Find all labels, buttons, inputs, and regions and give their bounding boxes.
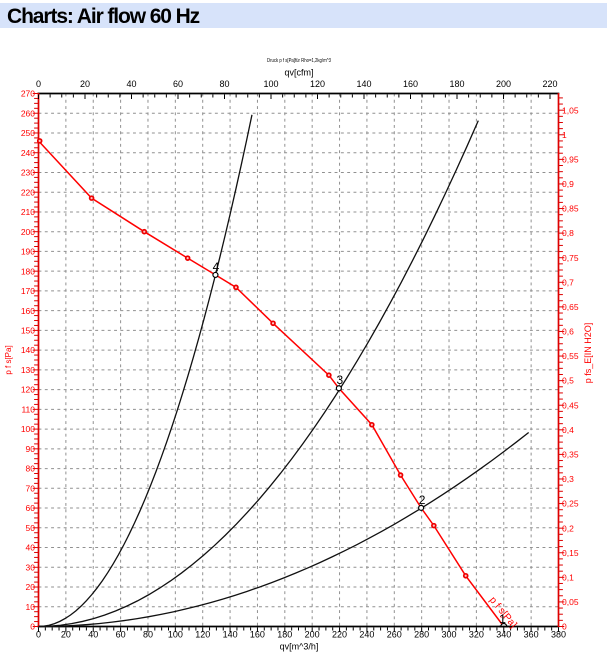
svg-text:110: 110 <box>21 404 35 414</box>
svg-text:40: 40 <box>88 630 98 640</box>
svg-text:120: 120 <box>310 79 325 89</box>
svg-text:1: 1 <box>499 612 506 626</box>
svg-text:220: 220 <box>542 79 557 89</box>
svg-text:160: 160 <box>21 306 35 316</box>
svg-text:130: 130 <box>21 365 35 375</box>
svg-text:100: 100 <box>168 630 183 640</box>
svg-text:0: 0 <box>562 622 567 632</box>
svg-text:30: 30 <box>26 562 36 572</box>
svg-text:200: 200 <box>305 630 320 640</box>
svg-text:0,65: 0,65 <box>562 302 579 312</box>
svg-text:90: 90 <box>26 444 36 454</box>
svg-text:170: 170 <box>21 286 35 296</box>
svg-text:340: 340 <box>496 630 511 640</box>
svg-text:80: 80 <box>219 79 229 89</box>
svg-text:0,25: 0,25 <box>562 499 579 509</box>
svg-text:0,35: 0,35 <box>562 450 579 460</box>
svg-text:qv[m^3/h]: qv[m^3/h] <box>280 642 319 652</box>
svg-text:210: 210 <box>21 207 35 217</box>
svg-text:0,8: 0,8 <box>562 228 574 238</box>
svg-text:240: 240 <box>359 630 374 640</box>
svg-text:200: 200 <box>496 79 511 89</box>
svg-text:80: 80 <box>143 630 153 640</box>
svg-text:140: 140 <box>223 630 238 640</box>
svg-text:p f s[Pa]: p f s[Pa] <box>4 345 13 374</box>
svg-text:270: 270 <box>21 89 35 99</box>
svg-text:100: 100 <box>263 79 278 89</box>
svg-text:100: 100 <box>21 424 35 434</box>
svg-text:p fs_E[IN H2O]: p fs_E[IN H2O] <box>583 323 593 384</box>
svg-text:70: 70 <box>26 483 36 493</box>
svg-text:180: 180 <box>21 266 35 276</box>
svg-text:360: 360 <box>524 630 539 640</box>
svg-text:0,7: 0,7 <box>562 277 574 287</box>
svg-text:240: 240 <box>21 148 35 158</box>
svg-text:60: 60 <box>116 630 126 640</box>
svg-text:220: 220 <box>21 187 35 197</box>
svg-text:0,45: 0,45 <box>562 400 579 410</box>
svg-text:300: 300 <box>442 630 457 640</box>
svg-text:Druck p f s[Pa]für Rho=1,2kg/m: Druck p f s[Pa]für Rho=1,2kg/m^3 <box>267 58 331 64</box>
svg-text:160: 160 <box>250 630 265 640</box>
svg-text:180: 180 <box>277 630 292 640</box>
svg-text:0,95: 0,95 <box>562 154 579 164</box>
svg-text:3: 3 <box>337 373 344 387</box>
svg-text:1: 1 <box>562 130 567 140</box>
svg-text:280: 280 <box>414 630 429 640</box>
svg-text:0,3: 0,3 <box>562 474 574 484</box>
svg-text:180: 180 <box>449 79 464 89</box>
svg-text:250: 250 <box>21 128 35 138</box>
svg-text:160: 160 <box>403 79 418 89</box>
svg-text:1,05: 1,05 <box>562 105 579 115</box>
svg-text:0: 0 <box>36 630 41 640</box>
svg-text:0,05: 0,05 <box>562 597 579 607</box>
svg-text:0,1: 0,1 <box>562 572 574 582</box>
svg-text:20: 20 <box>61 630 71 640</box>
svg-text:220: 220 <box>332 630 347 640</box>
svg-text:20: 20 <box>26 582 36 592</box>
svg-text:80: 80 <box>26 464 36 474</box>
svg-text:0,75: 0,75 <box>562 253 579 263</box>
svg-text:40: 40 <box>26 543 36 553</box>
svg-text:150: 150 <box>21 325 35 335</box>
svg-text:0,2: 0,2 <box>562 523 574 533</box>
svg-text:0,4: 0,4 <box>562 425 574 435</box>
svg-text:260: 260 <box>21 108 35 118</box>
svg-text:0,9: 0,9 <box>562 179 574 189</box>
svg-text:qv[cfm]: qv[cfm] <box>284 68 313 78</box>
svg-text:120: 120 <box>195 630 210 640</box>
svg-text:120: 120 <box>21 385 35 395</box>
svg-text:320: 320 <box>469 630 484 640</box>
svg-text:230: 230 <box>21 168 35 178</box>
svg-text:2: 2 <box>419 493 426 507</box>
svg-text:0,85: 0,85 <box>562 204 579 214</box>
svg-text:20: 20 <box>80 79 90 89</box>
svg-text:60: 60 <box>26 503 36 513</box>
svg-text:380: 380 <box>551 630 566 640</box>
svg-text:0,5: 0,5 <box>562 376 574 386</box>
svg-text:60: 60 <box>173 79 183 89</box>
svg-text:140: 140 <box>21 345 35 355</box>
svg-text:190: 190 <box>21 247 35 257</box>
svg-text:0: 0 <box>30 622 35 632</box>
svg-text:40: 40 <box>126 79 136 89</box>
svg-text:260: 260 <box>387 630 402 640</box>
svg-text:10: 10 <box>26 602 36 612</box>
svg-text:200: 200 <box>21 227 35 237</box>
svg-text:0,15: 0,15 <box>562 548 579 558</box>
svg-text:0: 0 <box>36 79 41 89</box>
svg-text:140: 140 <box>356 79 371 89</box>
svg-text:50: 50 <box>26 523 36 533</box>
svg-text:0,55: 0,55 <box>562 351 579 361</box>
svg-text:4: 4 <box>213 260 220 274</box>
svg-text:0,6: 0,6 <box>562 327 574 337</box>
